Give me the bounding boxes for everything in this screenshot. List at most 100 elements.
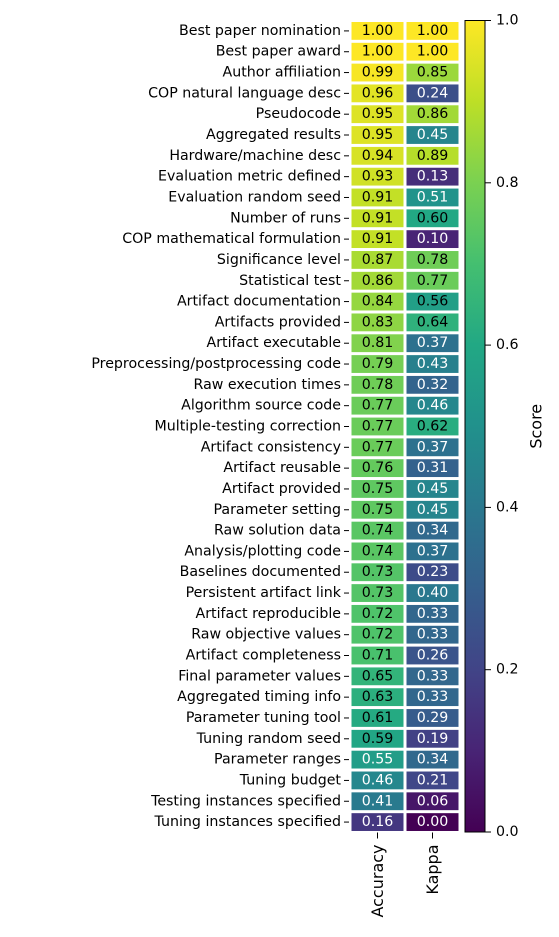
cell-value-label: 0.84 — [362, 294, 394, 310]
heatmap-cell — [406, 646, 459, 665]
column-label: Accuracy — [368, 844, 387, 917]
heatmap-cell — [406, 167, 459, 186]
heatmap-cell — [406, 688, 459, 707]
row-label: Artifact reproducible — [196, 606, 341, 622]
cell-value-label: 0.59 — [362, 731, 394, 747]
row-label: Parameter setting — [213, 502, 341, 518]
heatmap-cell — [406, 105, 459, 124]
row-label: Statistical test — [239, 273, 341, 289]
row-label: Hardware/machine desc — [169, 148, 341, 164]
row-label: COP mathematical formulation — [122, 231, 341, 247]
heatmap-cell — [351, 42, 404, 61]
heatmap-cell — [351, 334, 404, 353]
row-label: Best paper award — [216, 44, 341, 60]
heatmap-cell — [351, 22, 404, 40]
heatmap-cell — [406, 292, 459, 311]
heatmap-cell — [351, 355, 404, 373]
heatmap-cell — [351, 251, 404, 269]
heatmap-cell — [406, 396, 459, 415]
cell-value-label: 0.29 — [417, 710, 449, 726]
heatmap-cell — [351, 584, 404, 602]
row-label: Tuning instances specified — [154, 814, 342, 830]
heatmap-cell — [406, 521, 459, 540]
cell-value-label: 0.00 — [417, 814, 449, 830]
column-label: Kappa — [423, 844, 442, 894]
heatmap-cell — [406, 771, 459, 790]
heatmap-cell — [351, 417, 404, 436]
cell-value-label: 0.64 — [417, 314, 449, 330]
heatmap-cell — [351, 438, 404, 457]
row-label: Artifacts provided — [215, 314, 341, 330]
cell-value-label: 0.56 — [417, 294, 449, 310]
row-label: Best paper nomination — [179, 23, 341, 39]
row-label: Algorithm source code — [181, 398, 341, 414]
heatmap-cell — [351, 750, 404, 769]
colorbar-label: Score — [527, 404, 546, 449]
heatmap-cell — [351, 792, 404, 811]
cell-value-label: 0.81 — [362, 335, 394, 351]
cell-value-label: 0.37 — [417, 439, 449, 455]
cell-value-label: 0.34 — [417, 752, 449, 768]
heatmap-cell — [406, 584, 459, 602]
heatmap-cell — [351, 813, 404, 831]
heatmap-cell — [406, 271, 459, 290]
row-label: Aggregated results — [206, 127, 341, 143]
cell-value-label: 1.00 — [417, 23, 449, 39]
heatmap-cell — [351, 63, 404, 82]
cell-value-label: 0.86 — [417, 106, 449, 122]
heatmap-cell — [406, 334, 459, 353]
cell-value-label: 0.87 — [362, 252, 394, 268]
cell-value-label: 0.96 — [362, 85, 394, 101]
cell-value-label: 0.62 — [417, 418, 449, 434]
heatmap-cell — [351, 167, 404, 186]
row-label: Evaluation metric defined — [158, 169, 341, 185]
heatmap-cell — [406, 729, 459, 748]
row-label: Testing instances specified — [150, 793, 341, 809]
heatmap-cell — [351, 396, 404, 415]
cell-value-label: 0.77 — [362, 439, 394, 455]
row-label: Significance level — [217, 252, 341, 268]
row-label: Pseudocode — [256, 106, 341, 122]
row-label: Raw execution times — [194, 377, 341, 393]
row-labels: Best paper nomination Best paper award Aut… — [91, 23, 349, 830]
colorbar: 0.0 0.2 0.4 0.6 0.8 1.0 Score — [464, 13, 546, 840]
cell-value-label: 0.86 — [362, 273, 394, 289]
heatmap-cell — [351, 729, 404, 748]
cell-value-label: 1.00 — [417, 44, 449, 60]
heatmap-cell — [351, 542, 404, 561]
heatmap-cell — [351, 688, 404, 707]
heatmap-cell — [351, 563, 404, 582]
cell-value-label: 0.60 — [417, 210, 449, 226]
cell-value-label: 0.33 — [417, 627, 449, 643]
cell-value-label: 1.00 — [362, 44, 394, 60]
row-label: Number of runs — [230, 210, 341, 226]
cell-value-label: 1.00 — [362, 23, 394, 39]
cell-value-label: 0.93 — [362, 169, 394, 185]
cell-value-label: 0.94 — [362, 148, 394, 164]
cell-value-label: 0.19 — [417, 731, 449, 747]
cell-value-label: 0.99 — [362, 65, 394, 81]
cell-value-label: 0.61 — [362, 710, 394, 726]
cell-value-label: 0.72 — [362, 627, 394, 643]
cell-value-label: 0.79 — [362, 356, 394, 372]
heatmap-cell — [406, 480, 459, 498]
cell-value-label: 0.06 — [417, 793, 449, 809]
row-label: Artifact reusable — [223, 460, 341, 476]
heatmap-cell — [406, 230, 459, 249]
heatmap-cell — [406, 375, 459, 394]
heatmap-cell — [351, 500, 404, 519]
heatmap-cell — [351, 375, 404, 394]
row-label: Artifact documentation — [177, 294, 341, 310]
cell-value-label: 0.75 — [362, 481, 394, 497]
heatmap-cell — [351, 292, 404, 311]
cell-value-label: 0.63 — [362, 689, 394, 705]
cell-value-label: 0.33 — [417, 668, 449, 684]
cell-value-label: 0.75 — [362, 502, 394, 518]
row-label: Preprocessing/postprocessing code — [91, 356, 341, 372]
row-label: Tuning budget — [239, 772, 342, 788]
heatmap-cell — [406, 188, 459, 207]
heatmap-cells: 1.00 1.00 1.00 1.00 0.99 0.85 0.96 0.24 0.95 0.86… — [351, 22, 459, 831]
cell-value-label: 0.41 — [362, 793, 394, 809]
cell-value-label: 0.72 — [362, 606, 394, 622]
cell-value-label: 0.46 — [362, 772, 394, 788]
